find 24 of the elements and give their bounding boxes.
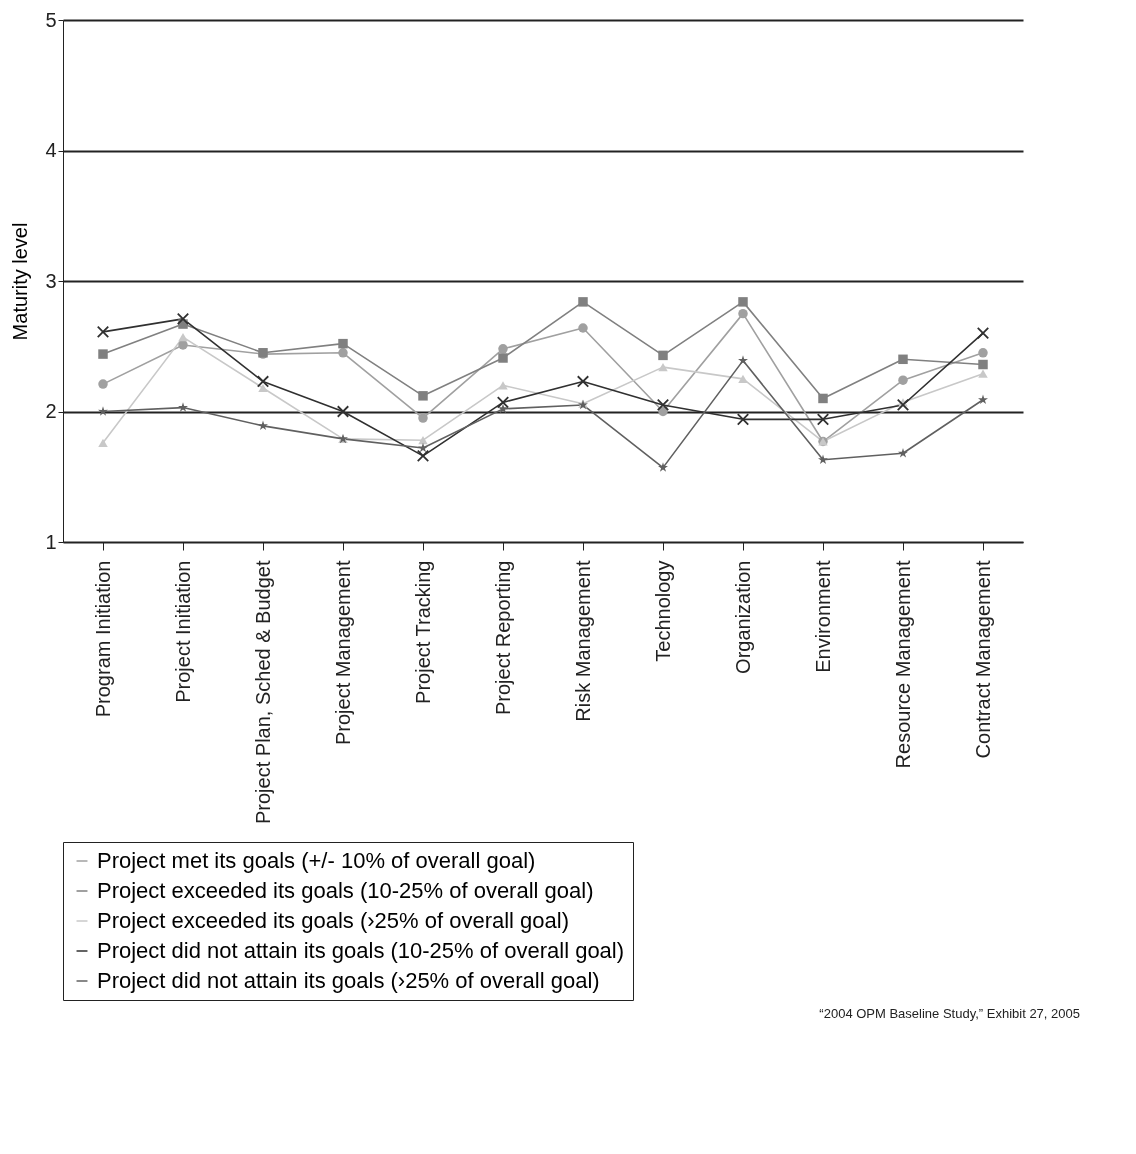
x-tick-label: Project Plan, Sched & Budget <box>251 560 274 824</box>
y-tick-label: 5 <box>45 8 57 31</box>
y-tick-label: 3 <box>45 269 57 292</box>
x-tick-label: Risk Management <box>571 560 594 722</box>
text: “2004 OPM Baseline Study,” Exhibit 27, 2005 <box>818 1006 1080 1021</box>
y-tick-label: 2 <box>45 400 57 422</box>
legend-label: Project exceeded its goals (›25% of overall goal) <box>97 908 570 933</box>
legend-label: Project met its goals (+/- 10% of overall goal) <box>97 848 536 873</box>
y-axis-title: Maturity level <box>9 222 32 341</box>
x-tick-label: Project Tracking <box>411 560 434 704</box>
y-tick-label: 4 <box>45 139 57 161</box>
x-tick-label: Environment <box>811 560 834 673</box>
legend-label: Project exceeded its goals (10-25% of overall goal) <box>97 878 594 903</box>
x-tick-label: Project Initiation <box>171 560 194 703</box>
x-tick-label: Resource Management <box>891 560 914 769</box>
x-tick-label: Program Initiation <box>91 560 114 718</box>
x-tick-label: Organization <box>731 560 754 674</box>
x-tick-label: Contract Management <box>971 560 994 759</box>
y-tick-label: 1 <box>45 530 57 553</box>
legend-label: Project did not attain its goals (›25% of overall goal) <box>97 968 600 993</box>
x-tick-label: Project Management <box>331 560 354 746</box>
x-tick-label: Project Reporting <box>491 560 514 716</box>
legend-label: Project did not attain its goals (10-25% of overall goal) <box>97 938 625 963</box>
x-tick-label: Technology <box>651 560 674 662</box>
